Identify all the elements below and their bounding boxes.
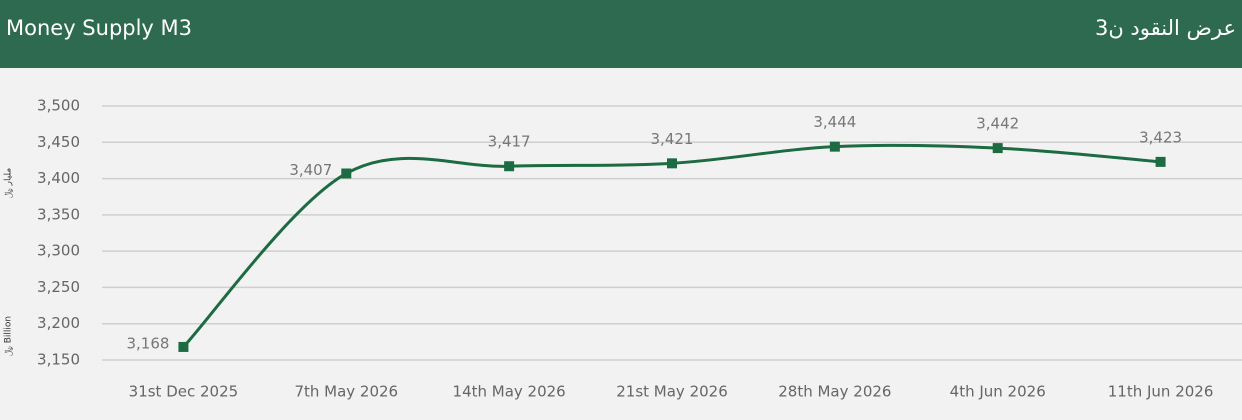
chart-title: Money Supply M3 bbox=[6, 16, 193, 40]
x-tick-label: 21st May 2026 bbox=[616, 383, 728, 401]
point bbox=[829, 141, 840, 152]
y-tick-label: 3,400 bbox=[37, 169, 80, 187]
x-tick-label: 4th Jun 2026 bbox=[950, 383, 1046, 401]
y-tick-label: 3,450 bbox=[37, 133, 80, 151]
y-axis-label: ﷼ Billion bbox=[4, 316, 14, 356]
point bbox=[667, 158, 677, 169]
data-label: 3,417 bbox=[488, 133, 531, 151]
chart-title-ar: عرض النقود ن3 bbox=[1094, 16, 1236, 40]
data-label: 3,168 bbox=[126, 334, 169, 352]
x-tick-label: 14th May 2026 bbox=[453, 383, 566, 401]
y-tick-label: 3,350 bbox=[37, 205, 80, 223]
data-label: 3,444 bbox=[813, 113, 856, 131]
data-label: 3,442 bbox=[976, 115, 1019, 133]
point bbox=[341, 168, 352, 179]
point bbox=[178, 341, 189, 352]
y-tick-label: 3,300 bbox=[37, 242, 80, 260]
y-tick-label: 3,250 bbox=[37, 278, 80, 296]
data-label: 3,407 bbox=[289, 161, 332, 179]
y-tick-label: 3,500 bbox=[37, 97, 80, 115]
point bbox=[504, 161, 515, 172]
data-label: 3,423 bbox=[1139, 128, 1182, 146]
x-tick-label: 31st Dec 2025 bbox=[129, 383, 239, 401]
x-tick-label: 11th Jun 2026 bbox=[1108, 383, 1214, 401]
header: Money Supply M3 عرض النقود ن3 bbox=[0, 0, 1242, 68]
x-tick-label: 7th May 2026 bbox=[294, 383, 398, 401]
point bbox=[992, 143, 1003, 154]
y-tick-label: 3,150 bbox=[37, 351, 80, 369]
point bbox=[1155, 156, 1166, 167]
x-tick-label: 28th May 2026 bbox=[778, 383, 891, 401]
data-label: 3,421 bbox=[651, 130, 694, 148]
y-tick-label: 3,200 bbox=[37, 314, 80, 332]
chart: ﷼ Billion مليار ﷼ 3,150 3,200 3,250 3,300 3,… bbox=[4, 97, 1242, 401]
y-axis-label-ar: مليار ﷼ bbox=[4, 168, 14, 199]
